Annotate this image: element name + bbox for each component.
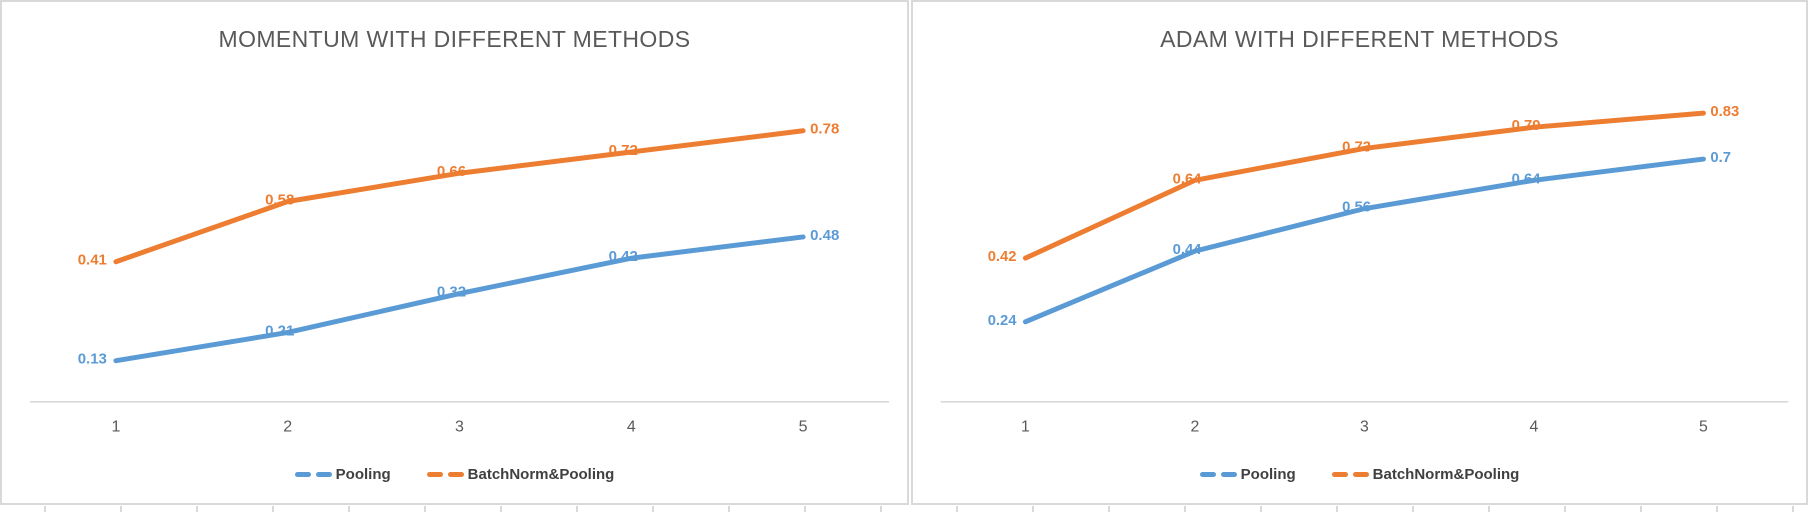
worksheet-gridline-tick	[1032, 506, 1034, 512]
worksheet-gridline-tick	[728, 506, 730, 512]
worksheet-gridline-tick	[1564, 506, 1566, 512]
adam-legend: Pooling BatchNorm&Pooling	[913, 466, 1806, 483]
worksheet-gridline-tick	[424, 506, 426, 512]
data-label: 0.32	[437, 284, 466, 301]
data-label: 0.73	[1342, 139, 1371, 155]
data-label: 0.56	[1342, 200, 1371, 216]
batchnorm-pooling-dash-icon	[426, 472, 464, 477]
worksheet-gridline-tick	[1716, 506, 1718, 512]
legend-item-pooling: Pooling	[294, 466, 391, 483]
worksheet-gridline-tick	[1184, 506, 1186, 512]
pooling-dash-icon	[294, 472, 332, 477]
data-label: 0.42	[988, 249, 1017, 265]
batchnorm-pooling-dash-icon	[1331, 472, 1369, 477]
batchnorm-pooling-series-line	[113, 128, 806, 265]
x-tick-label: 4	[1530, 419, 1539, 436]
data-label: 0.21	[265, 322, 294, 339]
pooling-dash-icon	[1199, 472, 1237, 477]
worksheet-gridline-tick	[1336, 506, 1338, 512]
x-tick-label: 3	[1360, 419, 1369, 436]
data-label: 0.48	[810, 227, 839, 244]
x-tick-label: 2	[283, 419, 292, 436]
worksheet-gridline-tick	[1640, 506, 1642, 512]
worksheet-strip	[0, 505, 1808, 516]
x-tick-label: 1	[1021, 419, 1030, 436]
data-label: 0.83	[1710, 104, 1739, 120]
legend-item-batchnorm-pooling: BatchNorm&Pooling	[426, 466, 615, 483]
x-tick-label: 1	[111, 419, 120, 436]
worksheet-gridline-tick	[880, 506, 882, 512]
x-tick-label: 4	[627, 419, 636, 436]
x-tick-label: 5	[1699, 419, 1708, 436]
data-label: 0.24	[988, 313, 1018, 329]
legend-item-batchnorm-pooling: BatchNorm&Pooling	[1331, 466, 1520, 483]
momentum-chart-canvas: 1 2 3 4 5 0.13 0.21 0.32 0.42 0.48 0.41 0.58 0.66 0.7…	[30, 121, 889, 436]
worksheet-gridline-tick	[1488, 506, 1490, 512]
momentum-chart-panel: 1 2 3 4 5 0.13 0.21 0.32 0.42 0.48 0.41 0.58 0.66 0.7…	[0, 0, 909, 505]
worksheet-gridline-tick	[1412, 506, 1414, 512]
worksheet-gridline-tick	[956, 506, 958, 512]
data-label: 0.64	[1173, 171, 1203, 187]
legend-label-batchnorm-pooling: BatchNorm&Pooling	[1372, 466, 1520, 483]
legend-label-pooling: Pooling	[335, 466, 391, 483]
legend-item-pooling: Pooling	[1199, 466, 1296, 483]
worksheet-gridline-tick	[1260, 506, 1262, 512]
data-label: 0.79	[1512, 118, 1541, 134]
data-label: 0.13	[78, 351, 107, 368]
legend-label-batchnorm-pooling: BatchNorm&Pooling	[467, 466, 615, 483]
data-label: 0.7	[1710, 150, 1731, 166]
worksheet-gridline-tick	[272, 506, 274, 512]
worksheet-gridline-tick	[500, 506, 502, 512]
adam-chart-canvas: 1 2 3 4 5 0.24 0.44 0.56 0.64 0.7 0.42 0.64 0.73 0.79…	[940, 104, 1789, 436]
data-label: 0.66	[437, 163, 466, 180]
momentum-legend: Pooling BatchNorm&Pooling	[2, 466, 907, 483]
pooling-series-line	[1022, 156, 1706, 325]
data-label: 0.64	[1512, 171, 1542, 187]
data-label: 0.78	[810, 121, 839, 138]
batchnorm-pooling-series-line	[1022, 110, 1706, 261]
worksheet-gridline-tick	[1108, 506, 1110, 512]
data-label: 0.44	[1173, 242, 1203, 258]
worksheet-gridline-tick	[120, 506, 122, 512]
pooling-series-line	[113, 234, 806, 364]
adam-chart-title: ADAM WITH DIFFERENT METHODS	[1160, 26, 1559, 52]
legend-label-pooling: Pooling	[1240, 466, 1296, 483]
data-label: 0.41	[78, 252, 107, 269]
adam-chart-panel: 1 2 3 4 5 0.24 0.44 0.56 0.64 0.7 0.42 0.64 0.73 0.79…	[911, 0, 1808, 505]
worksheet-gridline-tick	[652, 506, 654, 512]
x-tick-label: 3	[455, 419, 464, 436]
worksheet-gridline-tick	[576, 506, 578, 512]
data-label: 0.42	[609, 248, 638, 265]
worksheet-gridline-tick	[196, 506, 198, 512]
worksheet-gridline-tick	[348, 506, 350, 512]
worksheet-gridline-tick	[44, 506, 46, 512]
x-tick-label: 2	[1191, 419, 1200, 436]
x-tick-label: 5	[799, 419, 808, 436]
data-label: 0.72	[609, 142, 638, 159]
data-label: 0.58	[265, 192, 294, 209]
worksheet-gridline-tick	[804, 506, 806, 512]
momentum-chart-title: MOMENTUM WITH DIFFERENT METHODS	[218, 26, 691, 52]
worksheet-gridline-tick	[1792, 506, 1794, 512]
